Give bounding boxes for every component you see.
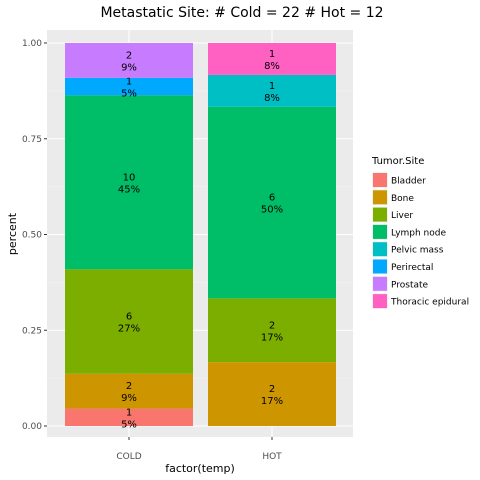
segment-percent-label: 50% (261, 205, 283, 216)
legend-swatch (373, 190, 387, 205)
bar-segment (65, 408, 193, 426)
segment-count-label: 2 (269, 320, 275, 331)
segment-count-label: 10 (123, 172, 136, 183)
y-axis: 0.00 0.25 0.50 0.75 1.00 (22, 39, 47, 432)
bar-segment (208, 43, 336, 75)
legend-swatch (373, 259, 387, 274)
y-tick-label: 0.25 (22, 326, 42, 336)
segment-count-label: 6 (269, 193, 275, 204)
segment-count-label: 2 (126, 50, 132, 61)
segment-percent-label: 5% (121, 89, 137, 100)
legend-swatch (373, 224, 387, 239)
segment-percent-label: 5% (121, 419, 137, 430)
y-tick-label: 1.00 (22, 39, 42, 49)
segment-count-label: 1 (269, 49, 275, 60)
legend-swatch (373, 242, 387, 257)
segment-percent-label: 8% (264, 61, 280, 72)
legend-label: Pelvic mass (391, 246, 444, 256)
legend-label: Prostate (391, 280, 429, 290)
segment-count-label: 1 (126, 77, 132, 88)
x-tick-label: HOT (262, 452, 282, 462)
segment-percent-label: 17% (261, 332, 283, 343)
legend-swatch (373, 173, 387, 187)
legend-label: Perirectal (391, 263, 433, 273)
bar-segment (208, 298, 336, 363)
bar-segment (208, 74, 336, 107)
legend-label: Bone (391, 194, 414, 204)
y-axis-title: percent (6, 212, 19, 255)
legend-title: Tumor.Site (371, 156, 424, 167)
segment-percent-label: 17% (261, 396, 283, 407)
segment-count-label: 2 (126, 381, 132, 392)
segment-percent-label: 45% (118, 184, 140, 195)
bar-segment (208, 106, 336, 299)
x-tick-label: COLD (116, 452, 141, 462)
legend: Tumor.Site Bladder Bone Liver Lymph node Pel… (371, 156, 469, 310)
legend-swatch (373, 207, 387, 222)
segment-percent-label: 9% (121, 62, 137, 73)
legend-swatch (373, 276, 387, 291)
bar-segment (65, 95, 193, 270)
legend-swatch (373, 294, 387, 309)
x-axis-title: factor(temp) (165, 462, 235, 475)
legend-label: Liver (391, 211, 413, 221)
chart-title: Metastatic Site: # Cold = 22 # Hot = 12 (100, 5, 383, 21)
segment-count-label: 2 (269, 384, 275, 395)
segment-count-label: 1 (269, 81, 275, 92)
segment-percent-label: 9% (121, 393, 137, 404)
legend-label: Bladder (391, 177, 426, 187)
y-tick-label: 0.75 (22, 135, 42, 145)
segment-percent-label: 8% (264, 93, 280, 104)
y-tick-label: 0.00 (22, 422, 42, 432)
bar-segment (65, 77, 193, 96)
legend-label: Thoracic epidural (390, 298, 469, 308)
segment-count-label: 6 (126, 312, 132, 323)
legend-label: Lymph node (391, 228, 446, 238)
bar-segment (65, 269, 193, 374)
segment-count-label: 1 (126, 407, 132, 418)
bar-segment (65, 373, 193, 409)
bar-segment (65, 43, 193, 78)
x-axis: COLD HOT (116, 437, 282, 462)
bar-segment (208, 362, 336, 426)
y-tick-label: 0.50 (22, 231, 42, 241)
segment-percent-label: 27% (118, 324, 140, 335)
